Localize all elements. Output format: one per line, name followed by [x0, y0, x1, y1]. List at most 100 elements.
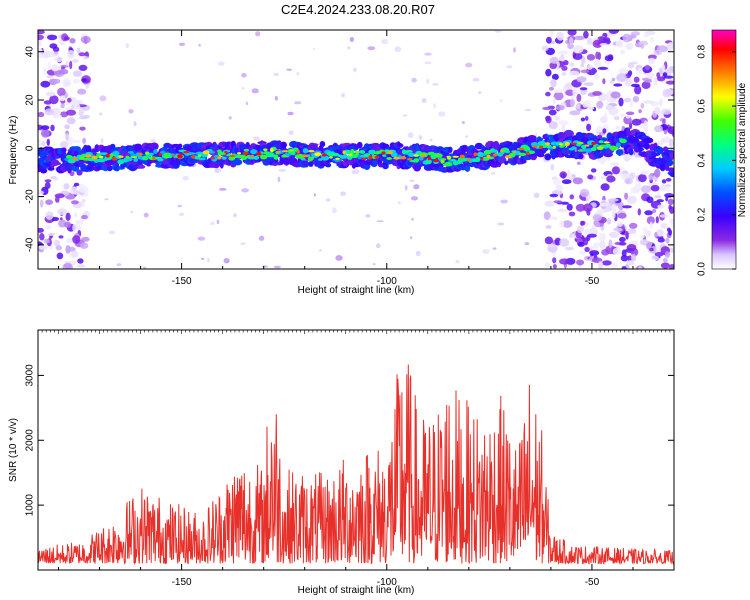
spectrogram-noise-blob — [638, 174, 647, 183]
spectrogram-noise-blob — [556, 31, 565, 41]
spectrogram-ridge-peak — [256, 151, 262, 156]
spectrogram-noise-blob — [665, 237, 670, 244]
spectrogram-noise-blob — [214, 168, 222, 174]
spectrogram-noise-blob — [624, 192, 629, 200]
spectrogram-noise-blob — [58, 235, 64, 239]
spectrogram-noise-blob — [554, 88, 563, 94]
spectrogram-noise-blob — [108, 230, 116, 235]
spectrogram-noise-blob — [541, 45, 549, 52]
spectrogram-noise-blob — [66, 117, 76, 125]
spectrogram-noise-blob — [669, 264, 674, 269]
spectrogram-noise-blob — [656, 72, 661, 78]
colorbar-tick-label: 0.0 — [697, 262, 708, 276]
spectrogram-ridge-peak — [480, 157, 484, 160]
spectrogram-ridge-peak — [603, 141, 611, 144]
spectrogram-noise-blob — [643, 100, 654, 104]
spectrogram-noise-blob — [432, 83, 439, 86]
spectrogram-ridge-peak — [368, 155, 373, 160]
spectrogram-noise-blob — [65, 212, 71, 221]
spectrogram-noise-blob — [621, 266, 627, 269]
spectrogram-ridge-blob — [643, 137, 654, 144]
spectrogram-noise-blob — [602, 78, 606, 85]
spectrogram-ridge-peak — [210, 156, 215, 160]
spectrogram-noise-blob — [624, 78, 633, 87]
spectrogram-noise-blob — [313, 193, 316, 197]
spectrogram-ridge-blob — [425, 159, 432, 165]
spectrogram-noise-blob — [664, 251, 671, 258]
spectrogram-noise-blob — [609, 162, 620, 167]
spectrogram-noise-blob — [593, 59, 602, 68]
spectrogram-ridge-peak — [413, 154, 419, 157]
spectrogram-noise-blob — [586, 64, 593, 70]
spectrogram-noise-blob — [73, 182, 80, 187]
spectrogram-ridge-peak — [459, 154, 465, 159]
spectrogram-ridge-peak — [217, 156, 222, 160]
spectrogram-noise-blob — [410, 236, 413, 240]
spectrogram-ridge-blob — [342, 154, 348, 159]
spectrogram-noise-blob — [566, 203, 573, 211]
spectrogram-ridge-blob — [146, 163, 151, 167]
spectrogram-noise-blob — [657, 237, 665, 243]
spectrogram-noise-blob — [638, 109, 642, 114]
spectrogram-ridge-peak — [224, 150, 228, 154]
spectrogram-noise-blob — [613, 227, 623, 232]
spectrogram-ridge-blob — [427, 151, 435, 156]
spectrogram-ridge-peak — [577, 141, 584, 145]
spectrogram-noise-blob — [592, 39, 603, 48]
spectrogram-noise-blob — [652, 208, 657, 214]
spectrogram-noise-blob — [666, 185, 671, 193]
spectrogram-noise-blob — [603, 112, 608, 121]
spectrogram-ridge-blob — [596, 134, 603, 139]
spectrogram-ridge-peak — [130, 156, 138, 159]
spectrogram-ridge-blob — [318, 158, 323, 161]
spectrogram-noise-blob — [38, 190, 45, 195]
spectrogram-noise-blob — [251, 88, 259, 94]
spectrogram-ridge-peak — [349, 153, 353, 157]
spectrogram-ridge-blob — [243, 148, 250, 152]
spectrogram-ridge-blob — [598, 140, 604, 144]
spectrogram-noise-blob — [631, 118, 642, 126]
spectrogram-ridge-blob — [619, 138, 627, 144]
spectrogram-noise-blob — [660, 223, 668, 229]
spectrogram-noise-blob — [38, 111, 45, 118]
spectrogram-noise-blob — [620, 255, 629, 262]
spectrogram-noise-blob — [544, 236, 554, 245]
spectrogram-noise-blob — [57, 87, 66, 97]
spectrogram-noise-blob — [663, 136, 671, 142]
spectrogram-noise-blob — [619, 236, 626, 243]
page-title: C2E4.2024.233.08.20.R07 — [281, 2, 435, 17]
spectrogram-noise-blob — [625, 42, 634, 51]
spectrogram-noise-blob — [549, 62, 557, 70]
spectrogram-ridge-peak — [387, 150, 393, 155]
spectrogram-noise-blob — [646, 72, 655, 79]
spectrogram-noise-blob — [38, 142, 42, 147]
spectrogram-noise-blob — [580, 220, 586, 226]
spectrogram-noise-blob — [561, 124, 566, 132]
spectrogram-noise-blob — [644, 64, 651, 71]
spectrogram-y-tick-label: 0 — [25, 145, 36, 151]
spectrogram-noise-blob — [100, 138, 104, 144]
spectrogram-ridge-blob — [615, 149, 624, 156]
spectrogram-noise-blob — [241, 73, 247, 78]
spectrogram-noise-blob — [561, 72, 567, 76]
spectrogram-noise-blob — [544, 262, 551, 268]
spectrogram-noise-blob — [332, 207, 337, 214]
spectrogram-noise-blob — [69, 260, 77, 266]
spectrogram-noise-blob — [73, 103, 81, 109]
spectrogram-y-ticks: 40 20 0 -20 -40 — [25, 46, 674, 252]
spectrogram-noise-blob — [130, 210, 133, 214]
spectrogram-ridge-peak — [158, 153, 163, 156]
spectrogram-noise-blob — [661, 179, 667, 184]
spectrogram-noise-blob — [569, 62, 575, 67]
spectrogram-noise-blob — [667, 126, 674, 135]
spectrogram-noise-blob — [659, 98, 663, 107]
spectrogram-noise-blob — [216, 219, 220, 225]
spectrogram-noise-blob — [278, 168, 287, 172]
spectrogram-noise-blob — [618, 67, 629, 76]
spectrogram-noise-blob — [64, 124, 70, 129]
spectrogram-noise-blob — [646, 216, 655, 225]
spectrogram-noise-blob — [606, 175, 616, 183]
spectrogram-noise-blob — [73, 189, 80, 195]
snr-y-tick-label: 1000 — [25, 494, 36, 517]
spectrogram-x-tick-label: -150 — [172, 276, 192, 287]
